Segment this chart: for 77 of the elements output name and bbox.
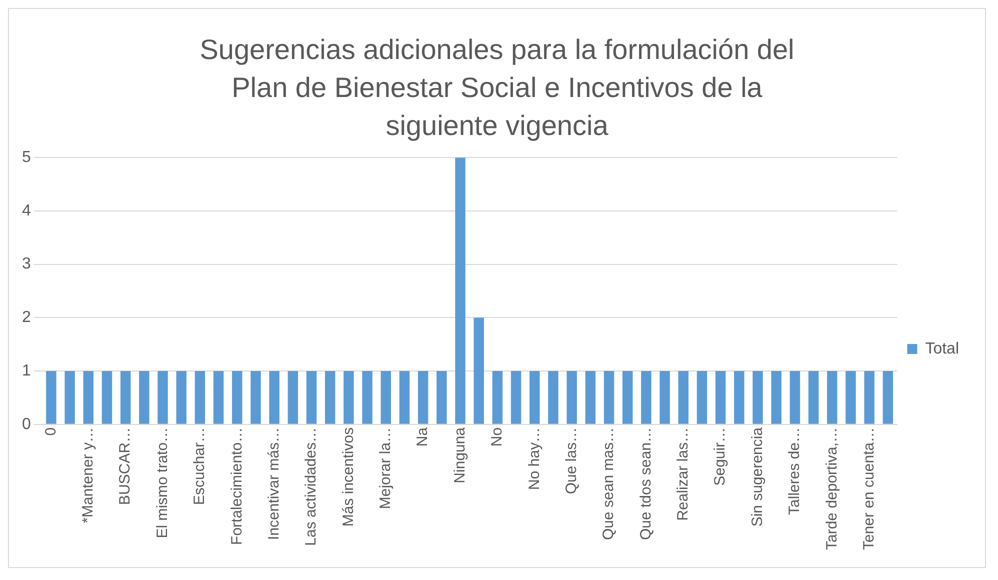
- y-tick-label: 2: [22, 309, 31, 326]
- bar: [790, 371, 800, 424]
- bar: [213, 371, 224, 424]
- bar: [158, 371, 168, 424]
- bar: [882, 371, 894, 424]
- bar: [660, 371, 670, 424]
- bar: [64, 371, 75, 424]
- bar: [288, 371, 298, 424]
- x-tick-label: Talleres de…: [786, 427, 804, 515]
- x-tick-label: Tarde deportiva,…: [823, 427, 840, 550]
- x-tick-label: Realizar las…: [674, 427, 692, 521]
- bar: [324, 371, 336, 424]
- bar: [269, 371, 280, 424]
- bar: [194, 371, 206, 424]
- bar: [771, 371, 782, 424]
- x-tick-label: *Mantener y…: [80, 427, 97, 524]
- legend-label: Total: [925, 340, 959, 358]
- y-tick-label: 3: [22, 256, 31, 273]
- bar: [250, 371, 261, 424]
- bar: [436, 371, 447, 424]
- y-tick-label: 0: [22, 416, 31, 433]
- bar: [530, 371, 540, 424]
- x-tick-label: Mejorar la…: [377, 427, 394, 510]
- bar: [622, 371, 633, 424]
- bar: [585, 371, 596, 424]
- bar: [120, 371, 131, 424]
- bar: [864, 371, 874, 424]
- x-tick-label: No: [488, 427, 506, 447]
- x-tick-label: Que las…: [562, 427, 580, 494]
- bar: [176, 371, 186, 424]
- bar: [827, 371, 838, 424]
- y-tick-label: 5: [22, 149, 31, 166]
- bar: [808, 371, 819, 424]
- chart-title: Sugerencias adicionales para la formulación del Plan de Bienestar Social e Incentivos de la siguiente vigencia: [198, 33, 796, 143]
- x-tick-label: Más incentivos: [340, 427, 357, 527]
- bar: [566, 371, 577, 424]
- bar: [752, 371, 763, 424]
- x-tick-label: Escuchar…: [191, 427, 208, 505]
- bar: [102, 371, 112, 424]
- bar: [344, 371, 354, 424]
- x-tick-label: Na: [414, 426, 432, 447]
- x-tick-label: 0: [42, 427, 60, 436]
- bar: [715, 371, 726, 424]
- bar: [139, 371, 150, 424]
- bar: [455, 158, 466, 424]
- bar: [846, 371, 856, 424]
- x-tick-label: Incentivar más…: [265, 427, 282, 540]
- bar: [380, 371, 391, 424]
- x-tick-label: Las actividades…: [302, 427, 320, 546]
- x-tick-label: Tener en cuenta…: [860, 427, 878, 550]
- bar: [232, 371, 242, 424]
- bar: [678, 371, 688, 424]
- x-tick-label: Sin sugerencia: [748, 426, 766, 527]
- x-tick-label: BUSCAR…: [116, 427, 134, 505]
- bar: [510, 371, 522, 424]
- x-tick-label: No hay…: [526, 427, 543, 490]
- x-tick-label: El mismo trato…: [154, 427, 171, 538]
- x-tick-label: Fortalecimiento…: [228, 427, 246, 545]
- bar: [474, 318, 484, 424]
- bar: [46, 371, 56, 424]
- y-tick-label: 4: [22, 202, 31, 220]
- x-tick-label: Ninguna: [451, 426, 468, 484]
- y-tick-label: 1: [22, 362, 31, 380]
- x-tick-label: Que sean mas…: [600, 427, 618, 540]
- bar: [734, 371, 744, 424]
- x-tick-label: Que tdos sean…: [637, 427, 654, 540]
- x-tick-label: Seguir…: [712, 427, 729, 486]
- bar: [641, 371, 652, 424]
- bar: [418, 371, 428, 424]
- bar: [548, 371, 558, 424]
- bar: [492, 371, 503, 424]
- bar: [399, 371, 410, 424]
- bar: [604, 371, 614, 424]
- bar: [696, 371, 708, 424]
- bar: [306, 371, 317, 424]
- bar: [83, 371, 94, 424]
- bar: [362, 371, 372, 424]
